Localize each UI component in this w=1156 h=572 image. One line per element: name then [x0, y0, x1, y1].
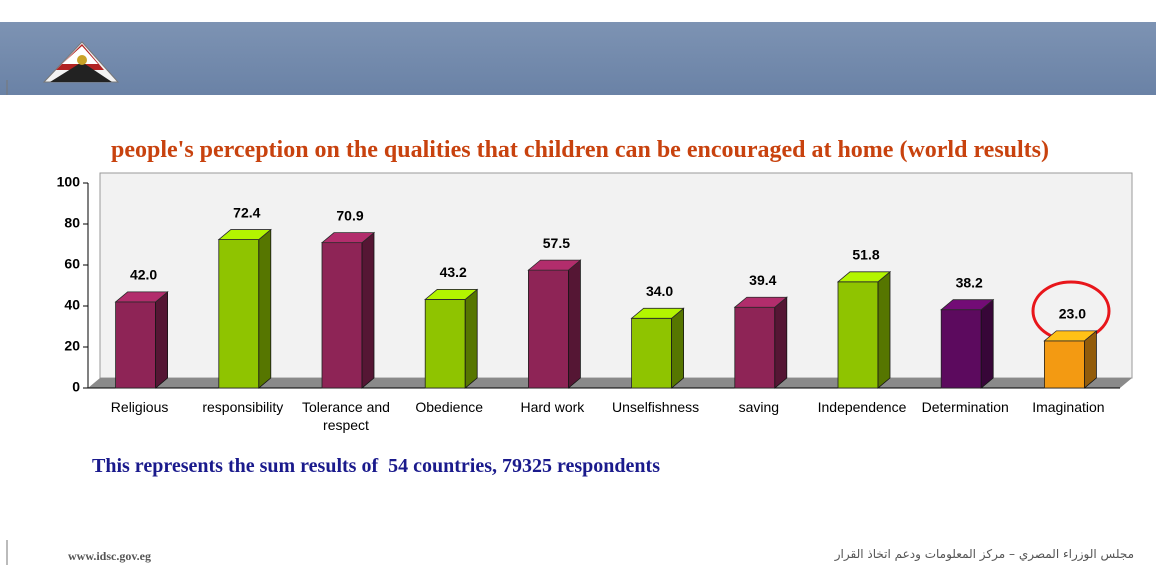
organization: مجلس الوزراء المصري – مركز المعلومات ودع… — [834, 547, 1134, 561]
bar-top — [527, 259, 582, 271]
y-tick-label: 40 — [64, 297, 80, 313]
bar — [424, 288, 479, 389]
header-band — [0, 22, 1156, 95]
x-tick-label: responsibility — [202, 399, 284, 415]
bar-top — [424, 289, 479, 300]
x-tick-label: Hard work — [520, 399, 585, 415]
chart-title: people's perception on the qualities tha… — [111, 137, 1049, 163]
bar-front — [837, 281, 879, 389]
bar-side — [258, 228, 272, 389]
bar-front — [734, 306, 776, 389]
bar-top — [630, 307, 685, 319]
x-tick-label: Independence — [817, 399, 907, 415]
bar — [940, 298, 995, 389]
note: This represents the sum results of 54 co… — [92, 455, 660, 477]
x-tick-label: Determination — [921, 399, 1009, 415]
x-tick-label: Religious — [110, 399, 169, 415]
bar-front — [218, 239, 260, 389]
bar-top — [836, 271, 892, 283]
bar — [217, 228, 272, 389]
bar-side — [774, 296, 788, 389]
y-tick-label: 0 — [72, 379, 80, 395]
data-label: 38.2 — [956, 274, 983, 290]
bar-side — [877, 270, 891, 389]
data-label: 39.4 — [749, 272, 776, 288]
bar-front — [528, 269, 569, 389]
data-label: 51.8 — [852, 247, 879, 263]
data-label: 43.2 — [440, 264, 467, 280]
bar-top — [1043, 330, 1098, 342]
y-tick-label: 80 — [64, 215, 80, 231]
y-tick-label: 20 — [64, 338, 80, 354]
data-label: 23.0 — [1059, 306, 1086, 322]
x-tick-label: Imagination — [1032, 399, 1105, 415]
bar — [320, 231, 376, 389]
bar-front — [940, 309, 982, 389]
bar — [1043, 329, 1098, 389]
bar-top — [940, 299, 995, 311]
y-tick-label: 60 — [64, 256, 80, 272]
bar-side — [155, 291, 169, 389]
bar-top — [320, 232, 376, 244]
bar — [527, 259, 582, 389]
bar — [836, 270, 892, 389]
x-tick-label: Tolerance and respect — [302, 399, 390, 433]
data-label: 57.5 — [543, 235, 570, 251]
bar — [630, 307, 685, 389]
bar-top — [733, 296, 788, 308]
bar-side — [361, 231, 375, 389]
bar-side — [464, 288, 478, 389]
bar-top — [217, 229, 272, 240]
y-tick-label: 100 — [57, 174, 81, 190]
bar-side — [980, 298, 994, 389]
bar-front — [321, 242, 363, 389]
x-tick-label: saving — [738, 399, 780, 415]
bar-top — [114, 291, 169, 303]
bar-front — [631, 317, 672, 389]
data-label: 72.4 — [233, 204, 260, 220]
data-label: 42.0 — [130, 267, 157, 283]
bar-side — [568, 259, 581, 389]
bar-side — [671, 307, 684, 389]
x-tick-label: Obedience — [415, 399, 484, 415]
logo — [42, 41, 120, 83]
bar — [114, 291, 169, 389]
bar — [733, 296, 788, 389]
x-tick-label: Unselfishness — [612, 399, 700, 415]
bar-front — [1044, 340, 1085, 389]
data-label: 34.0 — [646, 283, 673, 299]
data-label: 70.9 — [336, 207, 363, 223]
bar-front — [424, 299, 466, 389]
site-url: www.idsc.gov.eg — [68, 549, 152, 563]
bar-front — [115, 301, 156, 389]
